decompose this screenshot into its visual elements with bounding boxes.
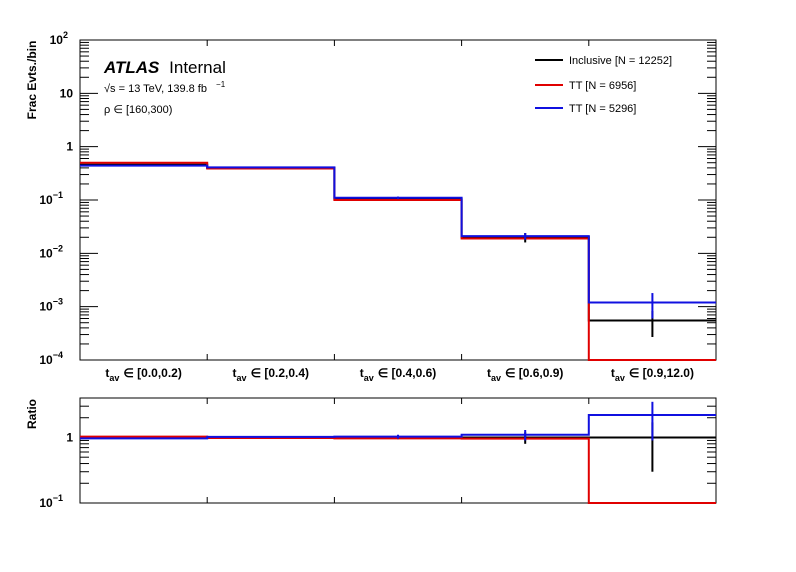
y-tick-mantissa: 1 (66, 140, 73, 154)
atlas-label: ATLAS (103, 58, 160, 77)
legend-label-tt-5296: TT [N = 5296] (569, 103, 636, 115)
x-category-label: tav ∈ [0.0,0.2) (105, 366, 182, 383)
selection-annotation: ρ ∈ [160,300) (104, 104, 172, 116)
top-series-line-0 (80, 163, 716, 322)
x-category-label: tav ∈ [0.4,0.6) (360, 366, 437, 383)
top-y-tick-label: 10−3 (39, 297, 63, 314)
atlas-annotation: ATLAS Internal (103, 58, 226, 77)
category-subscript: av (364, 373, 374, 383)
legend-label-inclusive: Inclusive [N = 12252] (569, 55, 672, 67)
category-subscript: av (615, 373, 625, 383)
top-y-tick-label: 10−4 (39, 350, 63, 367)
y-tick-mantissa: 10 (39, 193, 53, 207)
x-category-label: tav ∈ [0.6,0.9) (487, 366, 564, 383)
atlas-status: Internal (169, 58, 226, 77)
y-tick-mantissa: 10 (39, 353, 53, 367)
y-tick-exponent: −1 (53, 493, 63, 503)
y-tick-mantissa: 10 (39, 496, 53, 510)
lumi-exponent: −1 (216, 80, 226, 89)
y-tick-mantissa: 10 (50, 33, 64, 47)
category-range: ∈ [0.2,0.4) (251, 366, 309, 380)
ratio-y-axis-title: Ratio (25, 399, 39, 429)
y-tick-mantissa: 1 (66, 430, 73, 444)
category-subscript: av (237, 373, 247, 383)
top-y-axis-title: Frac Evts./bin (25, 41, 39, 120)
category-range: ∈ [0.6,0.9) (505, 366, 563, 380)
top-y-tick-label: 10−1 (39, 190, 63, 207)
x-category-label: tav ∈ [0.2,0.4) (233, 366, 310, 383)
category-range: ∈ [0.4,0.6) (378, 366, 436, 380)
category-symbol: t (487, 366, 491, 380)
category-range: ∈ [0.0,0.2) (123, 366, 181, 380)
category-symbol: t (105, 366, 109, 380)
legend-label-tt-6956: TT [N = 6956] (569, 80, 636, 92)
category-subscript: av (109, 373, 119, 383)
y-tick-exponent: −2 (53, 243, 63, 253)
ratio-plot-frame: 1 10−1 (39, 397, 717, 510)
category-subscript: av (491, 373, 501, 383)
x-category-label: tav ∈ [0.9,12.0) (611, 366, 694, 383)
energy-lumi-annotation: √s = 13 TeV, 139.8 fb −1 (104, 80, 226, 95)
y-tick-exponent: −3 (53, 297, 63, 307)
category-symbol: t (233, 366, 237, 380)
category-symbol: t (360, 366, 364, 380)
ratio-y-tick-label: 10−1 (39, 493, 63, 510)
top-series-line-1 (80, 161, 716, 361)
y-tick-exponent: −1 (53, 190, 63, 200)
y-tick-mantissa: 10 (60, 86, 74, 100)
top-y-tick-label: 10−2 (39, 243, 63, 260)
ratio-y-tick-label: 1 (66, 430, 73, 444)
y-tick-exponent: −4 (53, 350, 63, 360)
y-tick-mantissa: 10 (39, 246, 53, 260)
top-y-tick-label: 10 (60, 86, 74, 100)
category-range: ∈ [0.9,12.0) (629, 366, 694, 380)
top-series-line-2 (80, 164, 716, 304)
y-tick-mantissa: 10 (39, 300, 53, 314)
ratio-axes-box (79, 397, 717, 504)
top-y-tick-label: 1 (66, 140, 73, 154)
top-y-tick-label: 102 (50, 30, 68, 47)
category-symbol: t (611, 366, 615, 380)
legend: Inclusive [N = 12252] TT [N = 6956] TT [… (535, 55, 672, 115)
ratio-series-line-1 (80, 435, 716, 504)
y-tick-exponent: 2 (63, 30, 68, 40)
energy-lumi-text: √s = 13 TeV, 139.8 fb (104, 83, 207, 95)
